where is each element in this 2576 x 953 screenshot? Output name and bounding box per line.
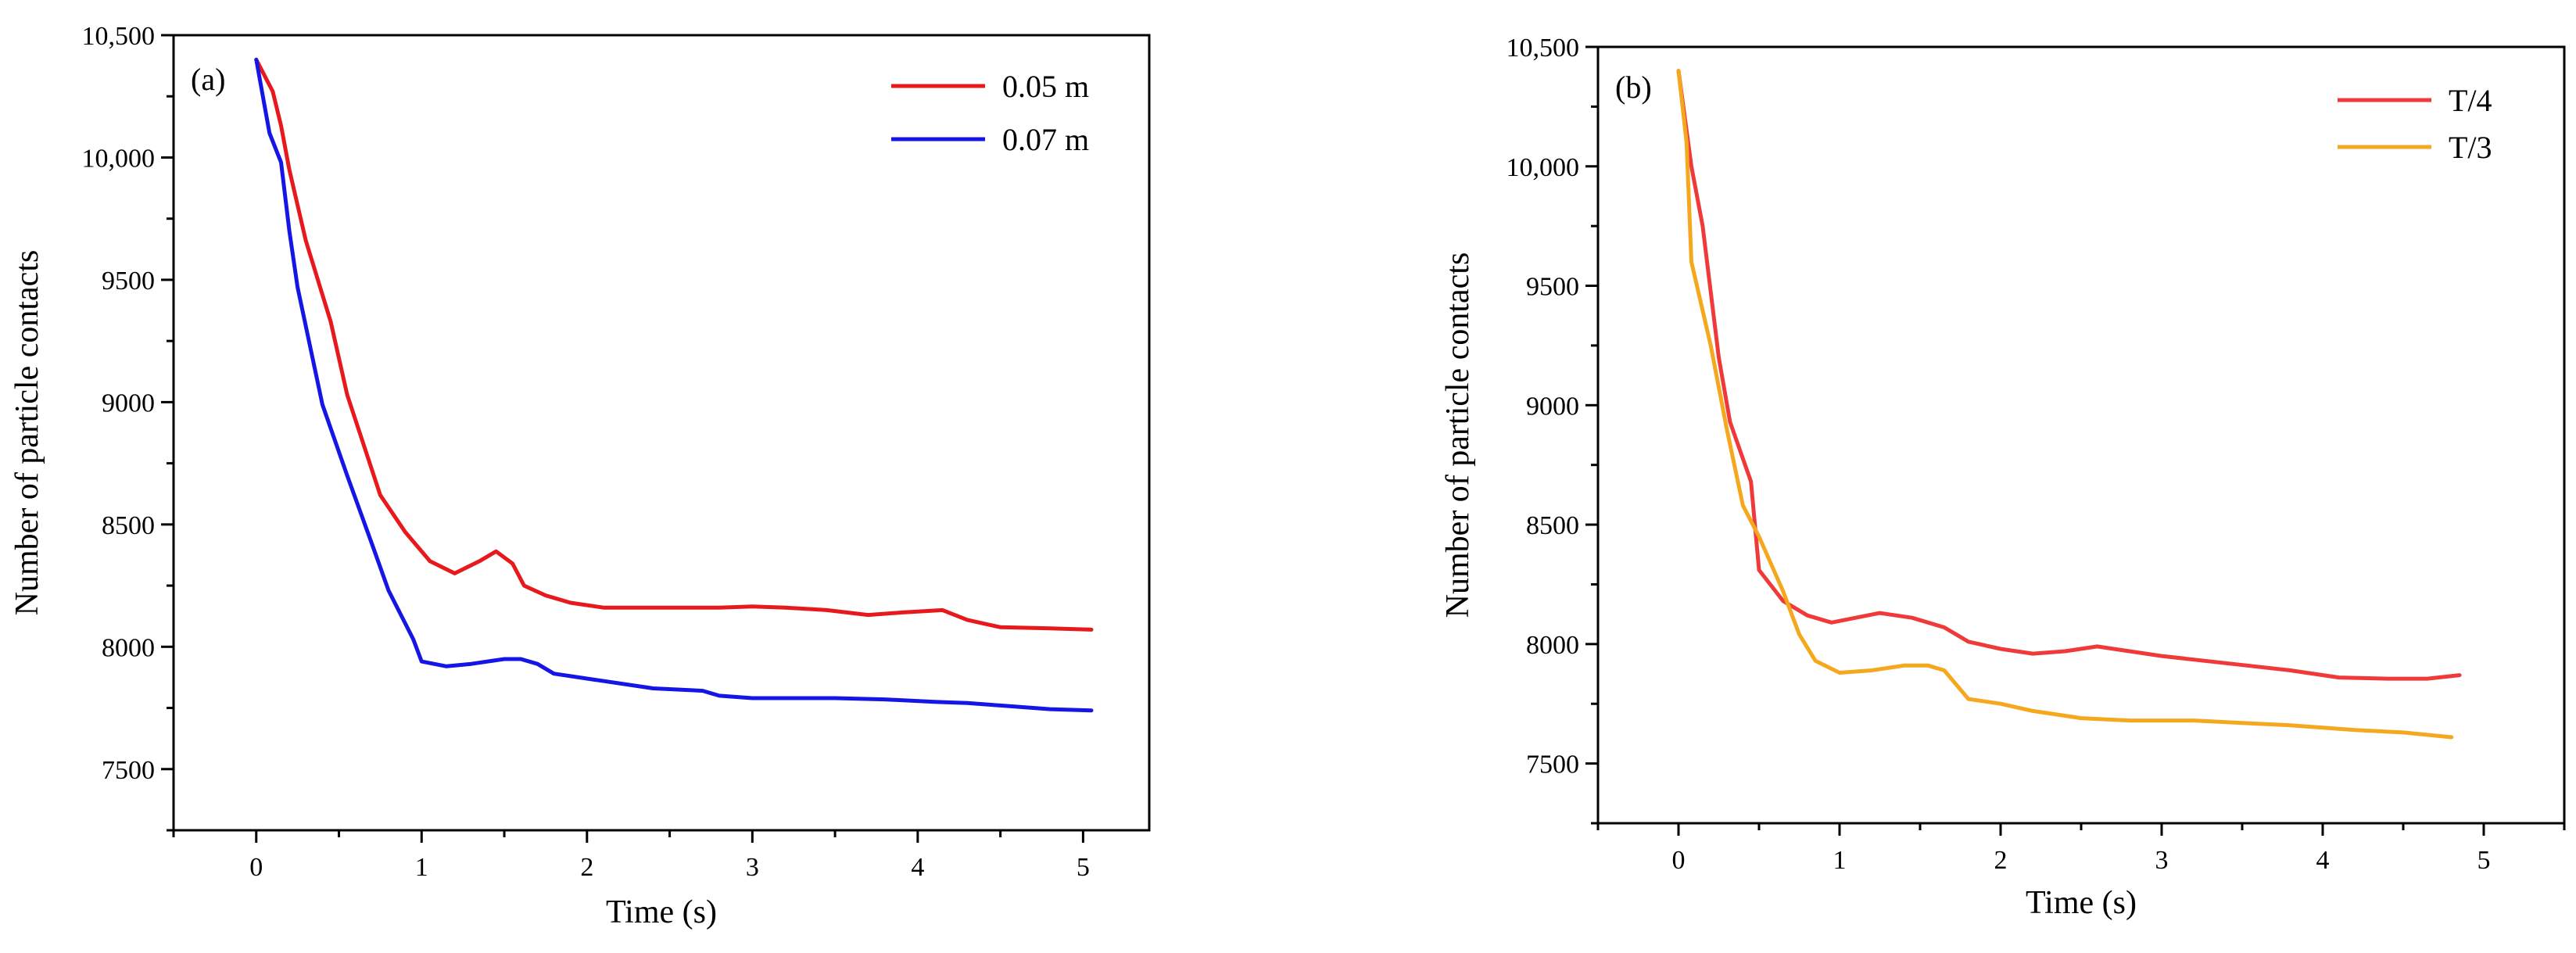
- x-axis-title: Time (s): [606, 894, 717, 930]
- panel-label: (a): [191, 62, 225, 97]
- y-axis-title: Number of particle contacts: [9, 250, 45, 616]
- chart-panel-a: 0 1 2 3 4 5 7500 8000 8500 9000 9500 10,000 10,500 Ti…: [9, 22, 1151, 930]
- y-tick-label: 8500: [102, 511, 155, 540]
- series-line-1: [254, 57, 1094, 632]
- x-tick-label: 1: [1833, 846, 1847, 875]
- series-line-2: [1676, 69, 2454, 740]
- x-tick-label: 0: [1672, 846, 1686, 875]
- y-tick-label: 9000: [102, 389, 155, 417]
- y-tick-label: 10,500: [1507, 34, 1580, 63]
- y-axis-title: Number of particle contacts: [1440, 253, 1476, 618]
- panel-label: (b): [1615, 70, 1652, 105]
- plot-frame: [172, 34, 1151, 832]
- x-tick-label: 0: [249, 853, 263, 882]
- y-tick-label: 9500: [102, 267, 155, 296]
- x-tick-label: 1: [415, 853, 428, 882]
- legend-label: T/3: [2449, 130, 2492, 165]
- series-line-1: [1676, 69, 2462, 681]
- x-tick-label: 2: [1994, 846, 2008, 875]
- x-tick-label: 3: [746, 853, 759, 882]
- x-tick-label: 2: [580, 853, 593, 882]
- y-tick-label: 9500: [1526, 273, 1579, 302]
- y-tick-label: 10,000: [1507, 153, 1580, 182]
- x-axis-title: Time (s): [2026, 885, 2137, 921]
- y-tick-label: 8000: [102, 633, 155, 662]
- y-tick-label: 9000: [1526, 392, 1579, 421]
- chart-panel-b: 0 1 2 3 4 5 7500 8000 8500 9000 9500 10,000 10,500 Ti…: [1440, 34, 2566, 921]
- x-tick-label: 3: [2155, 846, 2169, 875]
- legend-label: 0.05 m: [1002, 69, 1089, 104]
- y-tick-label: 7500: [1526, 751, 1579, 779]
- plot-frame: [1596, 45, 2566, 825]
- x-tick-label: 4: [911, 853, 924, 882]
- legend-label: 0.07 m: [1002, 122, 1089, 157]
- legend-label: T/4: [2449, 83, 2492, 118]
- y-tick-label: 10,000: [82, 144, 156, 173]
- y-tick-label: 7500: [102, 756, 155, 785]
- x-tick-label: 5: [1077, 853, 1090, 882]
- x-tick-label: 5: [2477, 846, 2491, 875]
- x-tick-label: 4: [2316, 846, 2330, 875]
- series-line-2: [254, 57, 1094, 713]
- y-tick-label: 10,500: [82, 22, 156, 51]
- y-tick-label: 8500: [1526, 511, 1579, 540]
- y-tick-label: 8000: [1526, 631, 1579, 660]
